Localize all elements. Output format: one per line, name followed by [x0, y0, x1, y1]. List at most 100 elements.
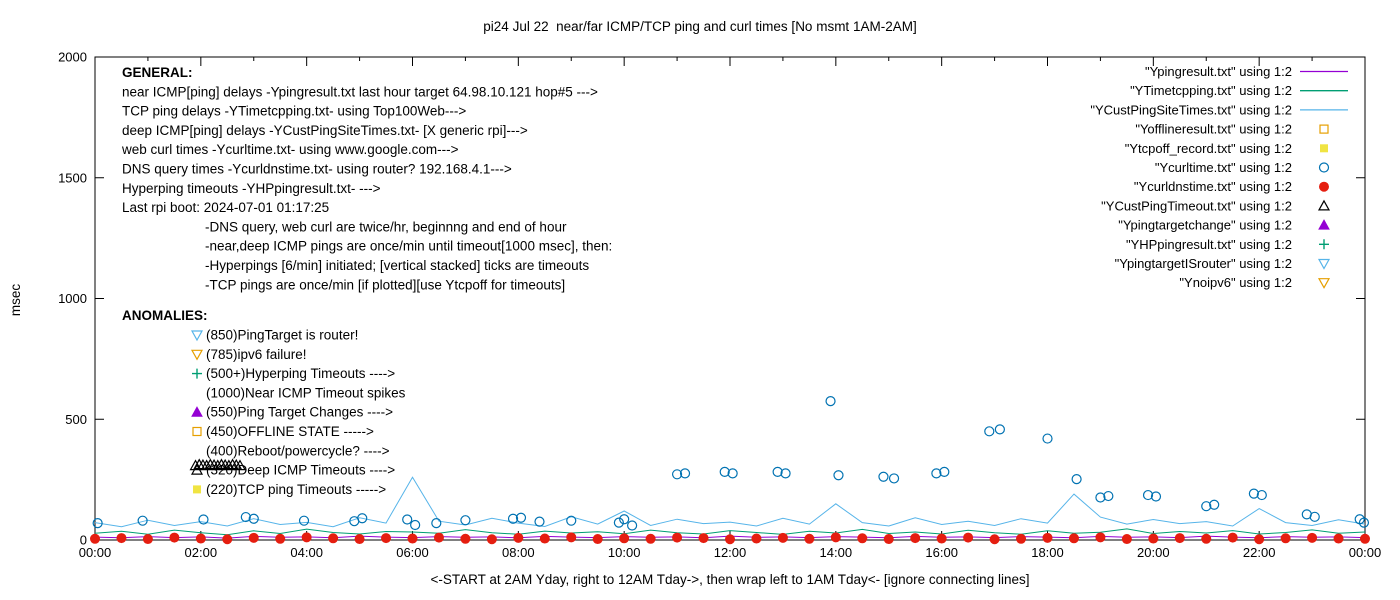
legend-item: "Yofflineresult.txt" using 1:2 [1135, 122, 1329, 137]
data-point [1280, 533, 1291, 544]
legend-label: "YCustPingSiteTimes.txt" using 1:2 [1090, 102, 1292, 117]
data-point [233, 459, 247, 471]
y-tick-label: 2000 [58, 50, 87, 65]
general-heading: GENERAL: [122, 65, 193, 80]
data-point [240, 511, 251, 523]
general-block: GENERAL: near ICMP[ping] delays -Ypingres… [121, 65, 612, 292]
legend-item: "YTimetcpping.txt" using 1:2 [1130, 83, 1348, 98]
data-point [727, 468, 738, 479]
data-point [1142, 489, 1154, 501]
legend-item: "Ycurltime.txt" using 1:2 [1155, 160, 1330, 175]
legend-sample-square-open [1319, 124, 1329, 134]
data-point [592, 534, 603, 545]
general-note-line: -Hyperpings [6/min] initiated; [vertical… [205, 258, 589, 273]
legend-sample-tri-down-open [1317, 278, 1331, 289]
anomalies-block: ANOMALIES: (850)PingTarget is router! (785… [122, 308, 406, 497]
legend-label: "Ypingtargetchange" using 1:2 [1118, 218, 1292, 233]
data-point [857, 533, 868, 544]
data-point [936, 533, 947, 544]
legend-label: "YpingtargetISrouter" using 1:2 [1115, 256, 1292, 271]
legend-label: "YTimetcpping.txt" using 1:2 [1130, 83, 1292, 98]
legend-sample-circle-filled [1319, 181, 1329, 192]
series-points-Ycurldnstime.txt [90, 532, 1370, 545]
y-axis: 0 500 1000 1500 2000 [58, 50, 1365, 548]
data-point [198, 514, 209, 525]
data-point [751, 533, 762, 544]
data-point [1227, 532, 1238, 543]
x-tick-label: 10:00 [608, 545, 641, 560]
data-point [804, 533, 815, 544]
data-point [989, 534, 1000, 545]
data-point [354, 534, 365, 545]
data-point [1150, 491, 1162, 502]
data-point [1042, 532, 1053, 543]
legend-label: "Ypingresult.txt" using 1:2 [1145, 64, 1292, 79]
data-point [248, 513, 259, 524]
data-point [1360, 533, 1370, 544]
data-point [1358, 517, 1370, 528]
data-point [515, 512, 527, 523]
data-point [275, 533, 286, 544]
data-point [939, 466, 950, 477]
legend-item: "Ycurldnstime.txt" using 1:2 [1134, 179, 1329, 194]
chart-title: pi24 Jul 22 near/far ICMP/TCP ping and c… [483, 19, 917, 34]
data-point [92, 517, 103, 529]
data-point [486, 534, 497, 545]
data-point [222, 534, 233, 545]
data-point [357, 513, 368, 524]
data-point [433, 532, 444, 543]
legend-item: "Ynoipv6" using 1:2 [1179, 275, 1331, 290]
anomaly-text: (850)PingTarget is router! [206, 328, 358, 343]
legend-label: "Yofflineresult.txt" using 1:2 [1135, 122, 1292, 137]
x-tick-label: 00:00 [1349, 545, 1382, 560]
data-point [1071, 474, 1082, 485]
data-point [671, 469, 683, 480]
data-point [772, 466, 783, 477]
anomaly-text: (550)Ping Target Changes ----> [206, 405, 393, 420]
data-point [830, 532, 841, 543]
data-point [402, 514, 413, 525]
legend-label: "YCustPingTimeout.txt" using 1:2 [1101, 198, 1292, 213]
data-point [931, 468, 942, 479]
data-point [507, 513, 519, 524]
data-point [984, 426, 995, 437]
anomaly-text: (320)Deep ICMP Timeouts ----> [206, 463, 395, 478]
data-point [1209, 499, 1220, 510]
data-point [169, 532, 180, 543]
anomaly-text: (1000)Near ICMP Timeout spikes [206, 385, 406, 400]
anomaly-marker-tri-down-open [190, 330, 204, 342]
y-tick-label: 500 [65, 412, 87, 427]
data-point [195, 533, 206, 544]
data-point [90, 533, 100, 544]
legend-item: "YHPpingresult.txt" using 1:2 [1126, 237, 1329, 252]
data-point [222, 459, 235, 471]
series-line-YTimetcpping.txt [94, 528, 1366, 536]
anomaly-marker-plus [192, 368, 202, 379]
x-tick-label: 00:00 [79, 545, 112, 560]
data-point [725, 534, 735, 545]
data-point [410, 519, 421, 531]
data-point [301, 532, 312, 543]
data-point [566, 532, 577, 543]
x-tick-label: 18:00 [1031, 545, 1064, 560]
legend-sample-plus [1319, 239, 1329, 250]
x-tick-label: 04:00 [290, 545, 323, 560]
data-point [1201, 501, 1212, 512]
legend-label: "YHPpingresult.txt" using 1:2 [1126, 237, 1292, 252]
anomaly-marker-square-open [192, 426, 202, 437]
data-point [698, 533, 709, 544]
general-line: deep ICMP[ping] delays -YCustPingSiteTim… [122, 123, 528, 138]
data-point [1148, 533, 1159, 544]
series-points-YCustPingTimeout.txt [189, 458, 247, 471]
legend-item: "YCustPingSiteTimes.txt" using 1:2 [1090, 102, 1348, 117]
general-line: TCP ping delays -YTimetcpping.txt- using… [122, 104, 466, 119]
data-point [1201, 533, 1212, 544]
data-point [534, 516, 545, 527]
legend-sample-tri-down-open [1317, 258, 1331, 270]
data-point [328, 533, 339, 544]
x-tick-label: 20:00 [1137, 545, 1170, 560]
data-point [189, 459, 202, 471]
legend-item: "Ypingresult.txt" using 1:2 [1145, 64, 1348, 79]
